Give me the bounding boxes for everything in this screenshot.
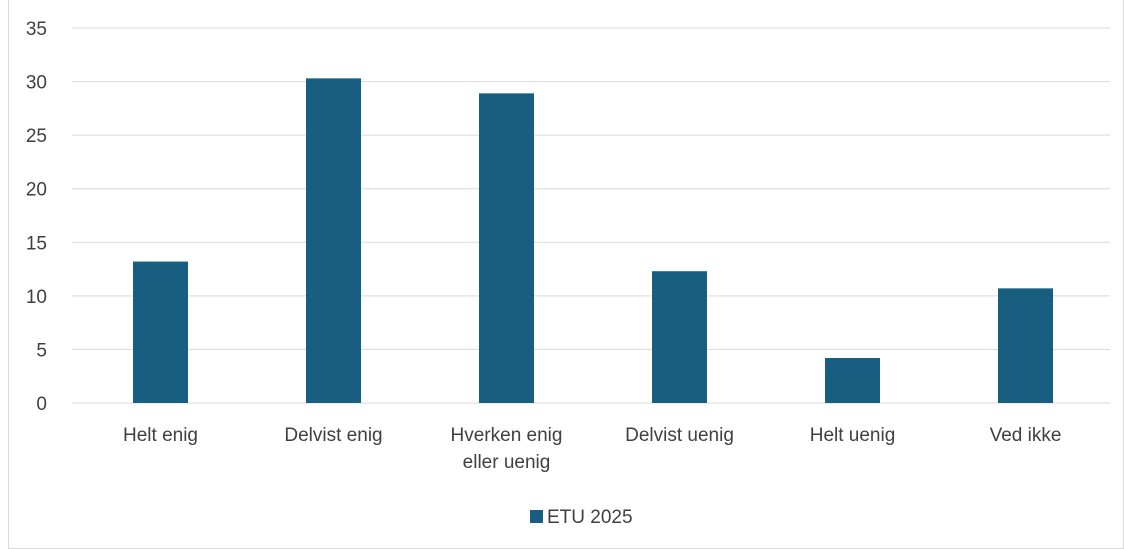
bar (306, 78, 361, 403)
y-tick-label: 20 (26, 180, 47, 201)
x-category-label: Ved ikke (990, 425, 1062, 446)
x-axis-category-labels: Helt enig Delvist enig Hverken enig eller u… (123, 425, 1061, 473)
y-tick-label: 10 (26, 287, 47, 308)
y-tick-label: 0 (36, 394, 47, 415)
bar (825, 358, 880, 403)
x-category-label: Helt uenig (810, 425, 896, 446)
bars (133, 78, 1053, 403)
bar (998, 288, 1053, 403)
y-tick-label: 5 (36, 340, 47, 361)
gridlines (72, 27, 1110, 404)
legend-swatch (530, 510, 543, 523)
legend-label: ETU 2025 (547, 507, 633, 528)
bar (133, 261, 188, 403)
bar (652, 271, 707, 403)
y-tick-label: 35 (26, 19, 47, 40)
x-category-label: Delvist uenig (625, 425, 734, 446)
y-axis-tick-labels: 0 5 10 15 20 25 30 35 (26, 19, 47, 415)
legend: ETU 2025 (530, 507, 633, 528)
y-tick-label: 25 (26, 126, 47, 147)
x-category-label: Hverken enig eller uenig (451, 425, 563, 473)
x-category-label: Delvist enig (284, 425, 382, 446)
x-category-label: Helt enig (123, 425, 198, 446)
y-tick-label: 30 (26, 73, 47, 94)
y-tick-label: 15 (26, 233, 47, 254)
bar (479, 93, 534, 403)
